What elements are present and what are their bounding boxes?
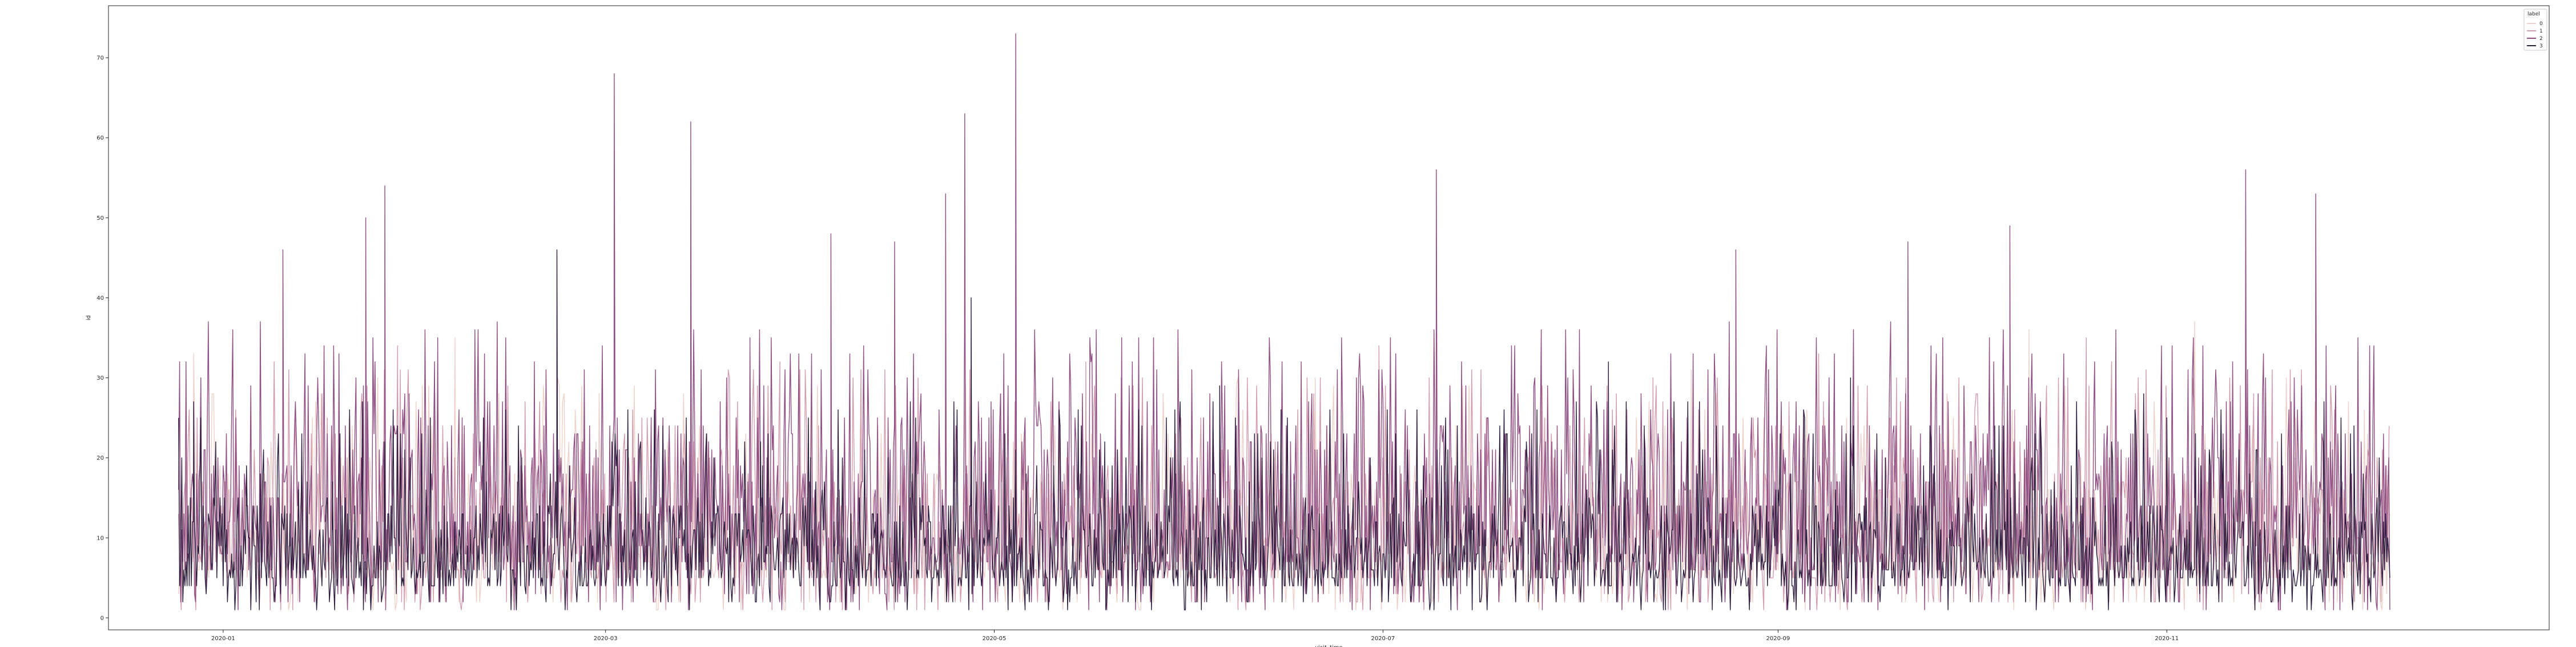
x-tick-label: 2020-09	[1766, 636, 1790, 642]
y-tick-label: 70	[96, 55, 104, 62]
x-axis-label: visit_time	[1315, 645, 1342, 647]
y-tick-label: 60	[96, 135, 104, 142]
axes-frame	[108, 5, 2550, 630]
plot-area	[178, 33, 2390, 610]
y-tick-label: 10	[96, 535, 104, 541]
y-axis: 0 10 20 30 40 50 60 70	[96, 55, 108, 621]
x-tick-label: 2020-01	[211, 636, 235, 642]
x-tick-label: 2020-07	[1371, 636, 1395, 642]
x-tick-label: 2020-05	[983, 636, 1007, 642]
y-tick-label: 20	[96, 455, 104, 461]
series-line-3	[178, 249, 2390, 610]
y-tick-label: 30	[96, 375, 104, 381]
legend-box	[2523, 9, 2547, 51]
y-axis-label: id	[86, 315, 92, 320]
legend-label-3: 3	[2539, 43, 2543, 49]
x-tick-label: 2020-03	[594, 636, 618, 642]
legend: label 0 1 23	[2523, 9, 2547, 51]
y-tick-label: 50	[96, 215, 104, 222]
legend-label-1: 1	[2539, 29, 2543, 34]
y-tick-label: 0	[100, 615, 104, 621]
legend-label-2: 2	[2539, 36, 2543, 42]
legend-title: label	[2527, 11, 2540, 17]
y-tick-label: 40	[96, 295, 104, 302]
legend-label-0: 0	[2539, 21, 2543, 27]
x-axis: 2020-01 2020-03 2020-05 2020-07 2020-09 2020-…	[211, 630, 2179, 642]
x-tick-label: 2020-11	[2155, 636, 2179, 642]
